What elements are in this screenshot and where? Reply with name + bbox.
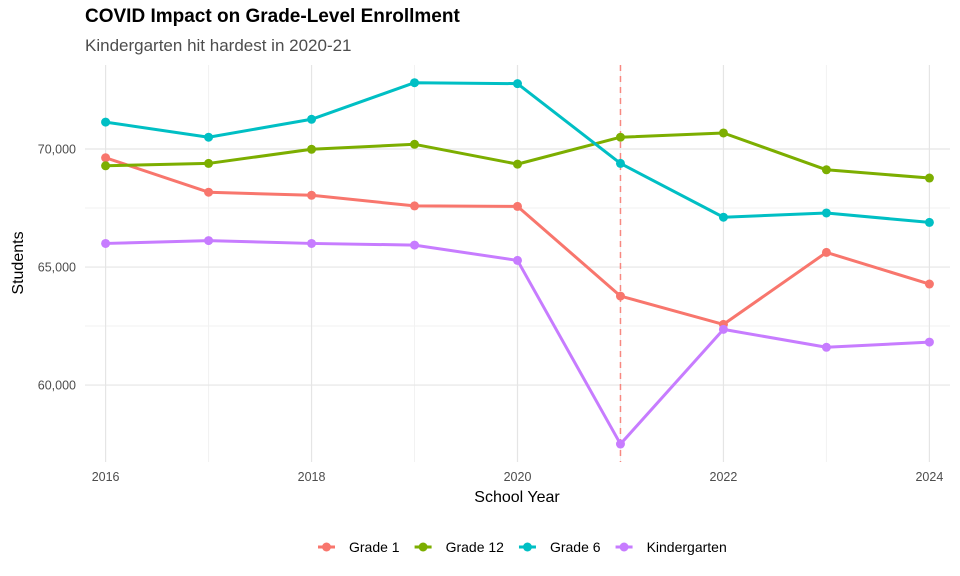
x-axis-title: School Year: [474, 489, 560, 506]
x-tick-label: 2016: [92, 470, 120, 484]
legend: Grade 1 Grade 12 Grade 6 Kindergarten: [318, 539, 727, 555]
x-tick-label: 2018: [298, 470, 326, 484]
data-point: [615, 132, 625, 142]
data-point: [924, 217, 934, 227]
data-point: [101, 117, 111, 127]
data-point: [410, 240, 420, 250]
data-point: [821, 342, 831, 352]
y-tick-label: 60,000: [38, 379, 76, 393]
data-point: [821, 247, 831, 257]
chart-title: COVID Impact on Grade-Level Enrollment: [85, 6, 460, 27]
data-point: [204, 236, 214, 246]
series-grade-12: [101, 128, 934, 183]
series-group: [101, 78, 934, 449]
data-point: [204, 132, 214, 142]
series-grade-6: [101, 78, 934, 227]
data-point: [718, 212, 728, 222]
legend-item: Grade 12: [414, 539, 505, 555]
data-point: [821, 208, 831, 218]
data-point: [307, 190, 317, 200]
y-tick-label: 65,000: [38, 261, 76, 275]
x-tick-label: 2022: [710, 470, 738, 484]
data-point: [101, 153, 111, 163]
y-axis-ticks: 60,000 65,000 70,000: [38, 143, 76, 393]
legend-label: Kindergarten: [647, 539, 727, 555]
data-point: [718, 324, 728, 334]
data-point: [101, 161, 111, 171]
data-point: [615, 291, 625, 301]
legend-key-point: [322, 542, 331, 552]
data-point: [204, 187, 214, 197]
data-point: [924, 279, 934, 289]
legend-item: Grade 1: [318, 539, 400, 555]
series-kindergarten: [101, 236, 934, 449]
legend-key-point: [522, 542, 532, 552]
legend-key-point: [418, 542, 428, 552]
x-tick-label: 2024: [915, 470, 943, 484]
x-tick-label: 2020: [504, 470, 532, 484]
legend-item: Grade 6: [518, 539, 601, 555]
y-axis-title: Students: [10, 231, 27, 294]
legend-label: Grade 1: [349, 539, 400, 555]
chart-subtitle: Kindergarten hit hardest in 2020-21: [85, 36, 352, 55]
data-point: [410, 201, 420, 211]
legend-item: Kindergarten: [615, 539, 727, 555]
data-point: [513, 255, 522, 265]
data-point: [821, 165, 831, 175]
data-point: [924, 173, 934, 183]
data-point: [410, 139, 420, 149]
data-point: [924, 337, 934, 347]
data-point: [410, 78, 420, 88]
y-tick-label: 70,000: [38, 143, 76, 157]
data-point: [513, 201, 522, 211]
legend-label: Grade 6: [550, 539, 601, 555]
data-point: [307, 114, 317, 124]
data-point: [204, 158, 214, 168]
data-point: [718, 128, 728, 138]
legend-label: Grade 12: [446, 539, 505, 555]
data-point: [615, 439, 625, 449]
legend-key-point: [619, 542, 629, 552]
data-point: [513, 159, 522, 169]
data-point: [513, 79, 522, 89]
data-point: [307, 238, 317, 248]
x-axis-ticks: 2016 2018 2020 2022 2024: [92, 470, 944, 484]
data-point: [101, 238, 111, 248]
data-point: [615, 158, 625, 168]
data-point: [307, 144, 317, 154]
